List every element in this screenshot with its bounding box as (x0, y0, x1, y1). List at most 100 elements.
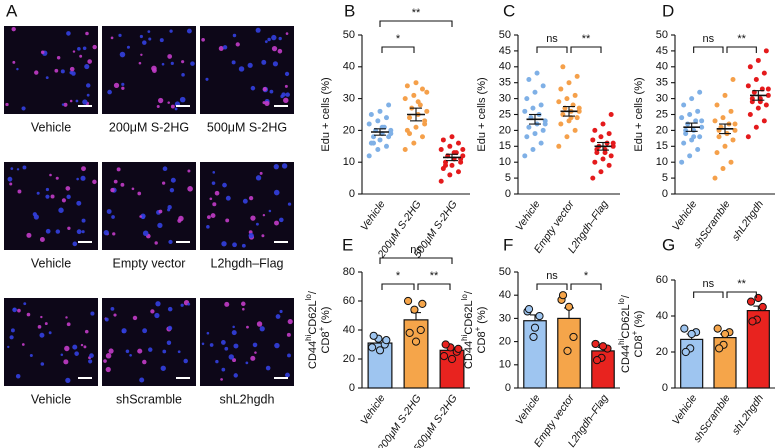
nucleus (148, 347, 153, 352)
data-point (716, 134, 722, 140)
data-point (712, 118, 718, 124)
data-point (438, 146, 444, 152)
data-point (602, 150, 608, 156)
data-point (763, 48, 769, 54)
nucleus (232, 242, 237, 248)
nucleus (56, 56, 61, 60)
nucleus (72, 241, 78, 247)
nucleus (273, 164, 279, 170)
nucleus (39, 332, 45, 338)
nucleus (278, 36, 282, 41)
nucleus (9, 182, 13, 186)
significance-bracket (536, 46, 568, 53)
y-tick-label: 5 (505, 172, 511, 184)
nucleus (181, 60, 185, 64)
nucleus (166, 340, 172, 345)
y-tick-label: 30 (499, 312, 511, 324)
nucleus (29, 353, 33, 357)
y-tick-label: 40 (499, 289, 511, 301)
data-point (746, 297, 756, 306)
y-tick-label: 20 (343, 353, 355, 365)
nucleus (214, 190, 220, 196)
data-point (720, 115, 726, 121)
data-point (722, 143, 728, 149)
nucleus (280, 94, 284, 99)
y-axis-label-part: CD44 (620, 345, 632, 373)
image-caption: Empty vector (113, 256, 186, 270)
data-point (438, 178, 444, 184)
nucleus (187, 302, 191, 306)
y-axis-label-part: lo (460, 294, 469, 301)
data-point (440, 137, 446, 143)
nucleus (162, 349, 167, 354)
y-axis-label-part: lo (304, 294, 313, 301)
y-tick-label: 30 (656, 93, 668, 105)
nucleus (66, 322, 71, 327)
significance-bracket (726, 46, 757, 53)
nucleus (67, 226, 71, 230)
nucleus (233, 373, 238, 378)
data-point (540, 127, 546, 133)
nucleus (55, 176, 59, 180)
nucleus (241, 301, 246, 307)
data-point (530, 146, 536, 152)
nucleus (157, 222, 163, 229)
y-axis-label-part: + (317, 326, 326, 331)
data-point (712, 175, 718, 181)
nucleus (81, 166, 86, 172)
nucleus (267, 37, 271, 42)
nucleus (170, 104, 175, 109)
nucleus (72, 50, 76, 53)
nucleus (40, 362, 45, 366)
nucleus (250, 85, 256, 91)
nucleus (116, 167, 121, 172)
data-point (594, 146, 600, 152)
nucleus (61, 103, 65, 106)
nucleus (250, 215, 256, 221)
nucleus (45, 228, 51, 234)
nucleus (92, 44, 97, 50)
y-tick-label: 40 (343, 61, 355, 73)
data-point (449, 134, 455, 140)
nucleus (179, 96, 186, 103)
data-point (730, 77, 736, 83)
data-point (748, 317, 757, 326)
y-axis-label: Edu + cells (%) (633, 77, 645, 151)
nucleus (10, 328, 15, 333)
data-point (714, 150, 720, 156)
nucleus (174, 107, 178, 111)
data-point (574, 73, 580, 79)
y-axis-label: Edu + cells (%) (320, 77, 332, 151)
data-point (542, 121, 548, 127)
nucleus (273, 189, 280, 196)
data-point (714, 102, 720, 108)
nucleus (158, 209, 163, 214)
nucleus (75, 99, 79, 103)
image-caption: shL2hgdh (220, 392, 275, 406)
nucleus (142, 230, 149, 237)
data-point (530, 105, 536, 111)
data-point (371, 140, 377, 146)
nucleus (161, 62, 165, 66)
nucleus (45, 76, 49, 80)
nucleus (89, 353, 94, 359)
significance-bracket (379, 257, 453, 264)
y-tick-label: 0 (505, 382, 511, 394)
nucleus (255, 175, 262, 181)
y-axis-label: CD8+ (%) (630, 311, 645, 358)
data-point (564, 96, 570, 102)
nucleus (77, 47, 81, 51)
image-caption: 500μM S-2HG (207, 120, 287, 134)
data-point (419, 86, 425, 92)
nucleus (120, 182, 125, 187)
y-tick-label: 25 (656, 108, 668, 120)
nucleus (72, 344, 78, 350)
y-axis-label: CD8+ (%) (473, 307, 488, 354)
nucleus (154, 312, 160, 319)
nucleus (167, 101, 170, 104)
nucleus (246, 325, 249, 329)
micrograph (200, 26, 294, 114)
significance-label: ns (546, 33, 558, 45)
nucleus (69, 99, 73, 103)
